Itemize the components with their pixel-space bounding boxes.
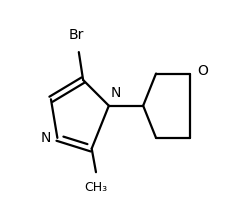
Text: O: O bbox=[197, 64, 208, 78]
Text: N: N bbox=[41, 131, 51, 145]
Text: CH₃: CH₃ bbox=[84, 181, 108, 194]
Text: N: N bbox=[111, 86, 121, 100]
Text: Br: Br bbox=[69, 28, 84, 42]
